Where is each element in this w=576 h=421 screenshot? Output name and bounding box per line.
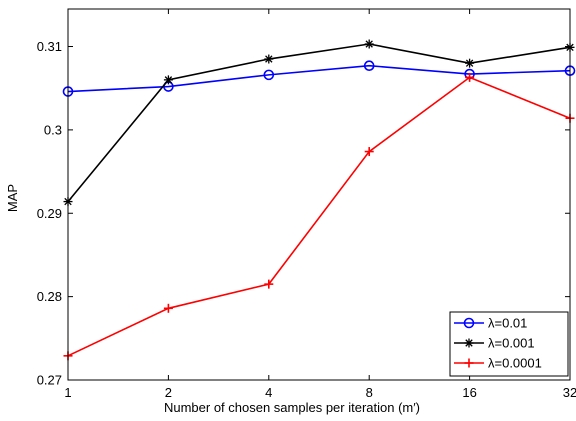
x-tick-label: 16	[462, 385, 476, 400]
circle-marker	[463, 317, 475, 329]
y-tick-label: 0.31	[37, 39, 62, 54]
series-line	[67, 64, 571, 93]
asterisk-marker-d2	[365, 40, 373, 48]
circle-marker	[263, 69, 275, 81]
y-tick-label: 0.27	[37, 373, 62, 388]
asterisk-marker	[465, 58, 475, 68]
plus-marker	[464, 358, 474, 368]
legend-entry: λ=0.01	[454, 316, 527, 331]
x-tick-label: 2	[165, 385, 172, 400]
asterisk-marker	[364, 39, 374, 49]
legend-entry: λ=0.0001	[454, 356, 542, 371]
y-tick-label: 0.3	[44, 122, 62, 137]
x-tick-label: 32	[563, 385, 576, 400]
asterisk-marker	[264, 54, 274, 64]
plus-marker	[364, 147, 374, 157]
legend-entry: λ=0.001	[454, 336, 535, 351]
legend-label: λ=0.0001	[488, 356, 542, 371]
plus-marker	[465, 72, 475, 82]
asterisk-marker-d2	[164, 76, 173, 84]
asterisk-marker-d2	[265, 55, 273, 63]
asterisk-marker-d2	[465, 339, 473, 347]
x-tick-label: 1	[64, 385, 71, 400]
y-axis-label: MAP	[5, 184, 20, 212]
asterisk-marker	[163, 75, 173, 85]
x-tick-label: 4	[265, 385, 272, 400]
series-line	[67, 76, 571, 357]
axes-box	[67, 8, 571, 381]
asterisk-marker-d2	[465, 59, 474, 67]
legend-label: λ=0.001	[488, 336, 535, 351]
asterisk-marker	[464, 338, 474, 348]
x-axis-label: Number of chosen samples per iteration (…	[164, 400, 420, 415]
y-tick-label: 0.29	[37, 206, 62, 221]
plus-marker	[163, 303, 173, 313]
x-tick-label: 8	[366, 385, 373, 400]
plus-marker	[264, 279, 274, 289]
legend-label: λ=0.01	[488, 316, 527, 331]
y-tick-label: 0.28	[37, 289, 62, 304]
series-line	[67, 43, 571, 203]
circle-marker	[363, 60, 375, 71]
